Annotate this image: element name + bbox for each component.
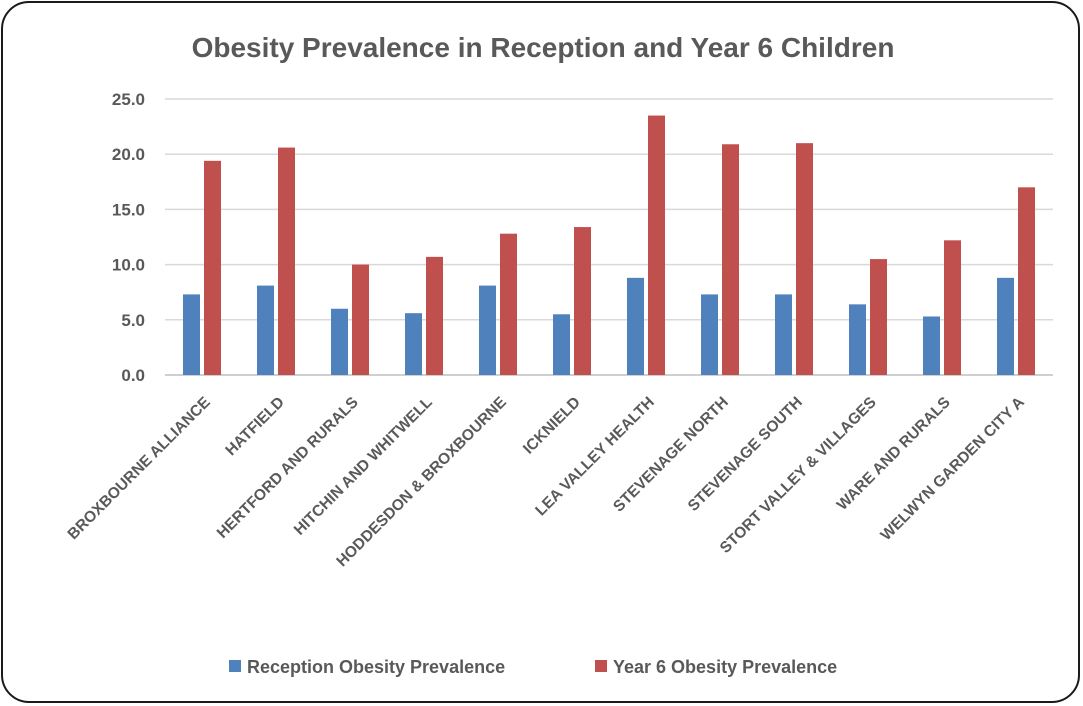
bar-year6 (944, 240, 961, 375)
y-tick-label: 25.0 (112, 90, 145, 109)
bar-year6 (648, 115, 665, 375)
y-axis-ticks: 0.0 5.0 10.0 15.0 20.0 25.0 (112, 90, 145, 385)
bar-year6 (722, 144, 739, 375)
legend: Reception Obesity Prevalence Year 6 Obesi… (229, 657, 837, 677)
x-category-label: LEA VALLEY HEALTH (532, 394, 657, 519)
bar-year6 (796, 143, 813, 375)
legend-label: Reception Obesity Prevalence (247, 657, 505, 677)
bar-reception (997, 277, 1014, 375)
bar-reception (257, 285, 274, 375)
bar-reception (627, 277, 644, 375)
x-category-label: ICKNIELD (520, 394, 584, 458)
bar-reception (775, 294, 792, 375)
legend-swatch (595, 660, 607, 672)
bar-year6 (574, 227, 591, 375)
bar-reception (849, 304, 866, 375)
bar-year6 (204, 160, 221, 375)
y-tick-label: 20.0 (112, 145, 145, 164)
x-category-label: HITCHIN AND WHITWELL (291, 394, 436, 539)
bar-reception (701, 294, 718, 375)
bar-year6 (426, 256, 443, 375)
bar-year6 (1018, 187, 1035, 375)
legend-label: Year 6 Obesity Prevalence (613, 657, 837, 677)
y-tick-label: 0.0 (121, 366, 145, 385)
gridlines (165, 98, 1053, 376)
legend-swatch (229, 660, 241, 672)
y-tick-label: 15.0 (112, 200, 145, 219)
chart-title: Obesity Prevalence in Reception and Year… (192, 32, 895, 63)
bar-reception (405, 313, 422, 375)
bar-reception (553, 314, 570, 375)
bar-year6 (278, 147, 295, 375)
x-category-label: HODDESDON & BROXBOURNE (333, 394, 509, 570)
bar-reception (331, 308, 348, 375)
x-category-label: STORT VALLEY & VILLAGES (717, 394, 880, 557)
bar-year6 (500, 233, 517, 375)
y-tick-label: 10.0 (112, 256, 145, 275)
x-category-label: HERTFORD AND RURALS (214, 394, 362, 542)
y-tick-label: 5.0 (121, 311, 145, 330)
bar-reception (923, 316, 940, 375)
bar-year6 (870, 259, 887, 375)
x-category-label: HATFIELD (222, 394, 287, 459)
bar-year6 (352, 264, 369, 375)
bar-reception (183, 294, 200, 375)
x-category-label: BROXBOURNE ALLIANCE (65, 394, 214, 543)
bar-reception (479, 285, 496, 375)
bars (183, 115, 1035, 375)
x-category-label: WELWYN GARDEN CITY A (878, 394, 1028, 544)
